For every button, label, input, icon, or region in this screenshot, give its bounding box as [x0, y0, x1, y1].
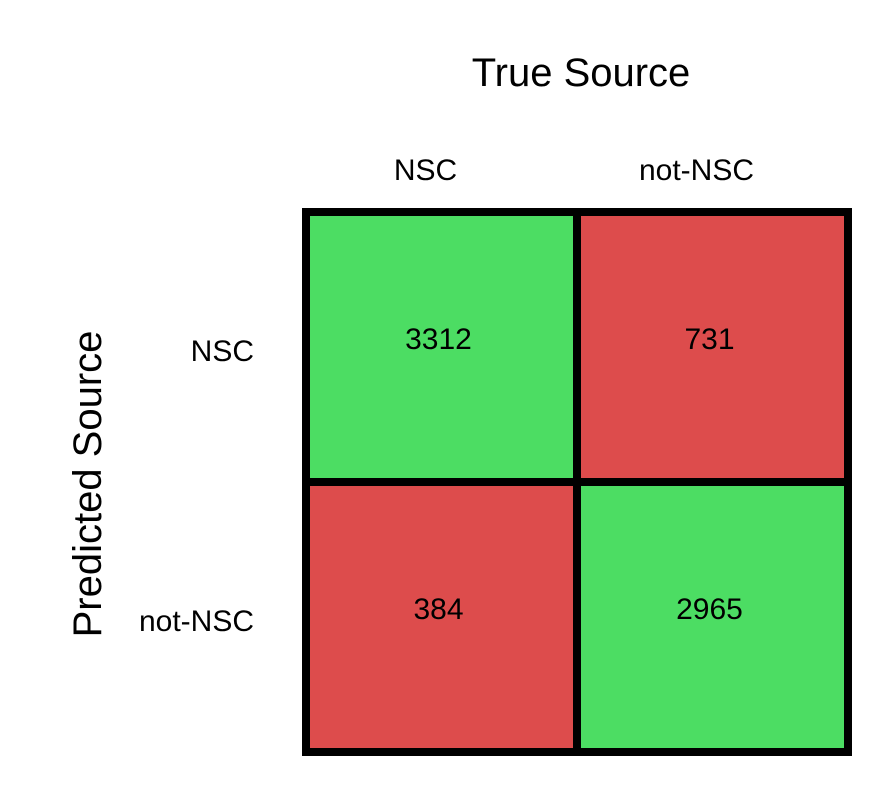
matrix-frame [302, 208, 852, 756]
y-axis-label: Predicted Source [66, 331, 110, 638]
cell-value-labels: 3312 731 384 2965 [405, 323, 743, 626]
y-tick-label: NSC [191, 335, 254, 368]
heatmap-cell-incorrect [577, 212, 848, 482]
cell-value-label: 731 [684, 323, 734, 356]
x-tick-labels: NSC not-NSC [394, 154, 754, 187]
x-tick-label: not-NSC [639, 154, 754, 187]
heatmap-cell-incorrect [306, 482, 577, 752]
heatmap-cell-correct [306, 212, 577, 482]
heatmap-cells [306, 212, 848, 752]
chart-title: True Source [472, 51, 691, 95]
y-tick-labels: NSC not-NSC [139, 335, 254, 638]
heatmap-cell-correct [577, 482, 848, 752]
x-tick-label: NSC [394, 154, 457, 187]
y-tick-label: not-NSC [139, 605, 254, 638]
cell-value-label: 2965 [676, 593, 743, 626]
cell-value-label: 384 [413, 593, 463, 626]
cell-value-label: 3312 [405, 323, 472, 356]
